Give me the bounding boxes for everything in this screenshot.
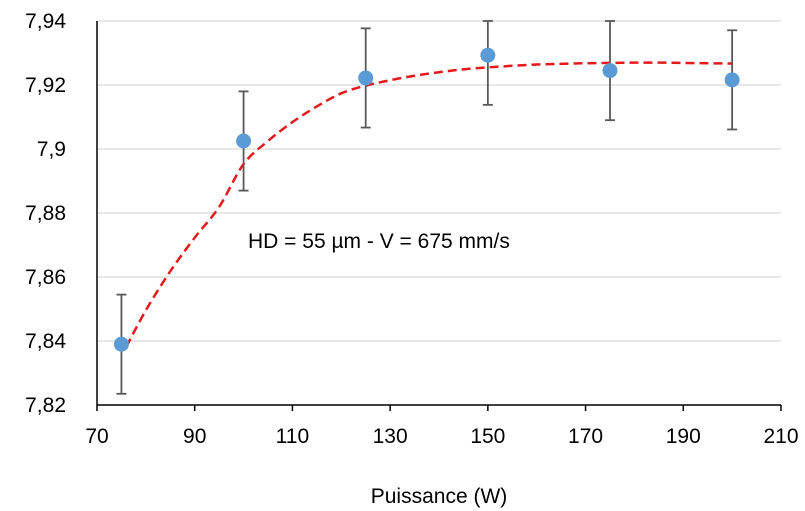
- grid-lines: [97, 20, 781, 342]
- data-point: [113, 336, 129, 352]
- y-tick-labels: 7,82 7,84 7,86 7,88 7,9 7,92 7,94: [25, 10, 66, 417]
- x-tick-label: 150: [470, 425, 505, 448]
- data-point: [724, 72, 740, 88]
- data-point: [236, 133, 252, 149]
- x-tick-label: 210: [763, 425, 798, 448]
- y-tick-label: 7,82: [25, 394, 66, 417]
- x-axis-title: Puissance (W): [371, 485, 508, 508]
- axes: [96, 21, 782, 411]
- x-tick-label: 90: [183, 425, 206, 448]
- data-point: [602, 63, 618, 79]
- y-tick-label: 7,94: [25, 10, 66, 33]
- data-points: [113, 47, 740, 352]
- data-point: [480, 47, 496, 63]
- x-tick-label: 190: [666, 425, 701, 448]
- y-tick-label: 7,88: [25, 202, 66, 225]
- y-tick-label: 7,92: [25, 74, 66, 97]
- y-tick-label: 7,86: [25, 266, 66, 289]
- error-bars: [116, 20, 738, 395]
- x-tick-label: 110: [276, 425, 309, 448]
- x-tick-label: 130: [373, 425, 408, 448]
- chart-annotation: HD = 55 µm - V = 675 mm/s: [248, 230, 510, 253]
- x-tick-label: 170: [568, 425, 603, 448]
- trend-curve: [125, 61, 733, 348]
- y-tick-label: 7,9: [37, 138, 66, 161]
- x-tick-label: 70: [85, 425, 108, 448]
- data-point: [358, 70, 374, 86]
- y-tick-label: 7,84: [25, 330, 66, 353]
- x-tick-labels: 70 90 110 130 150 170 190 210: [85, 425, 798, 448]
- trend-line: [125, 61, 733, 348]
